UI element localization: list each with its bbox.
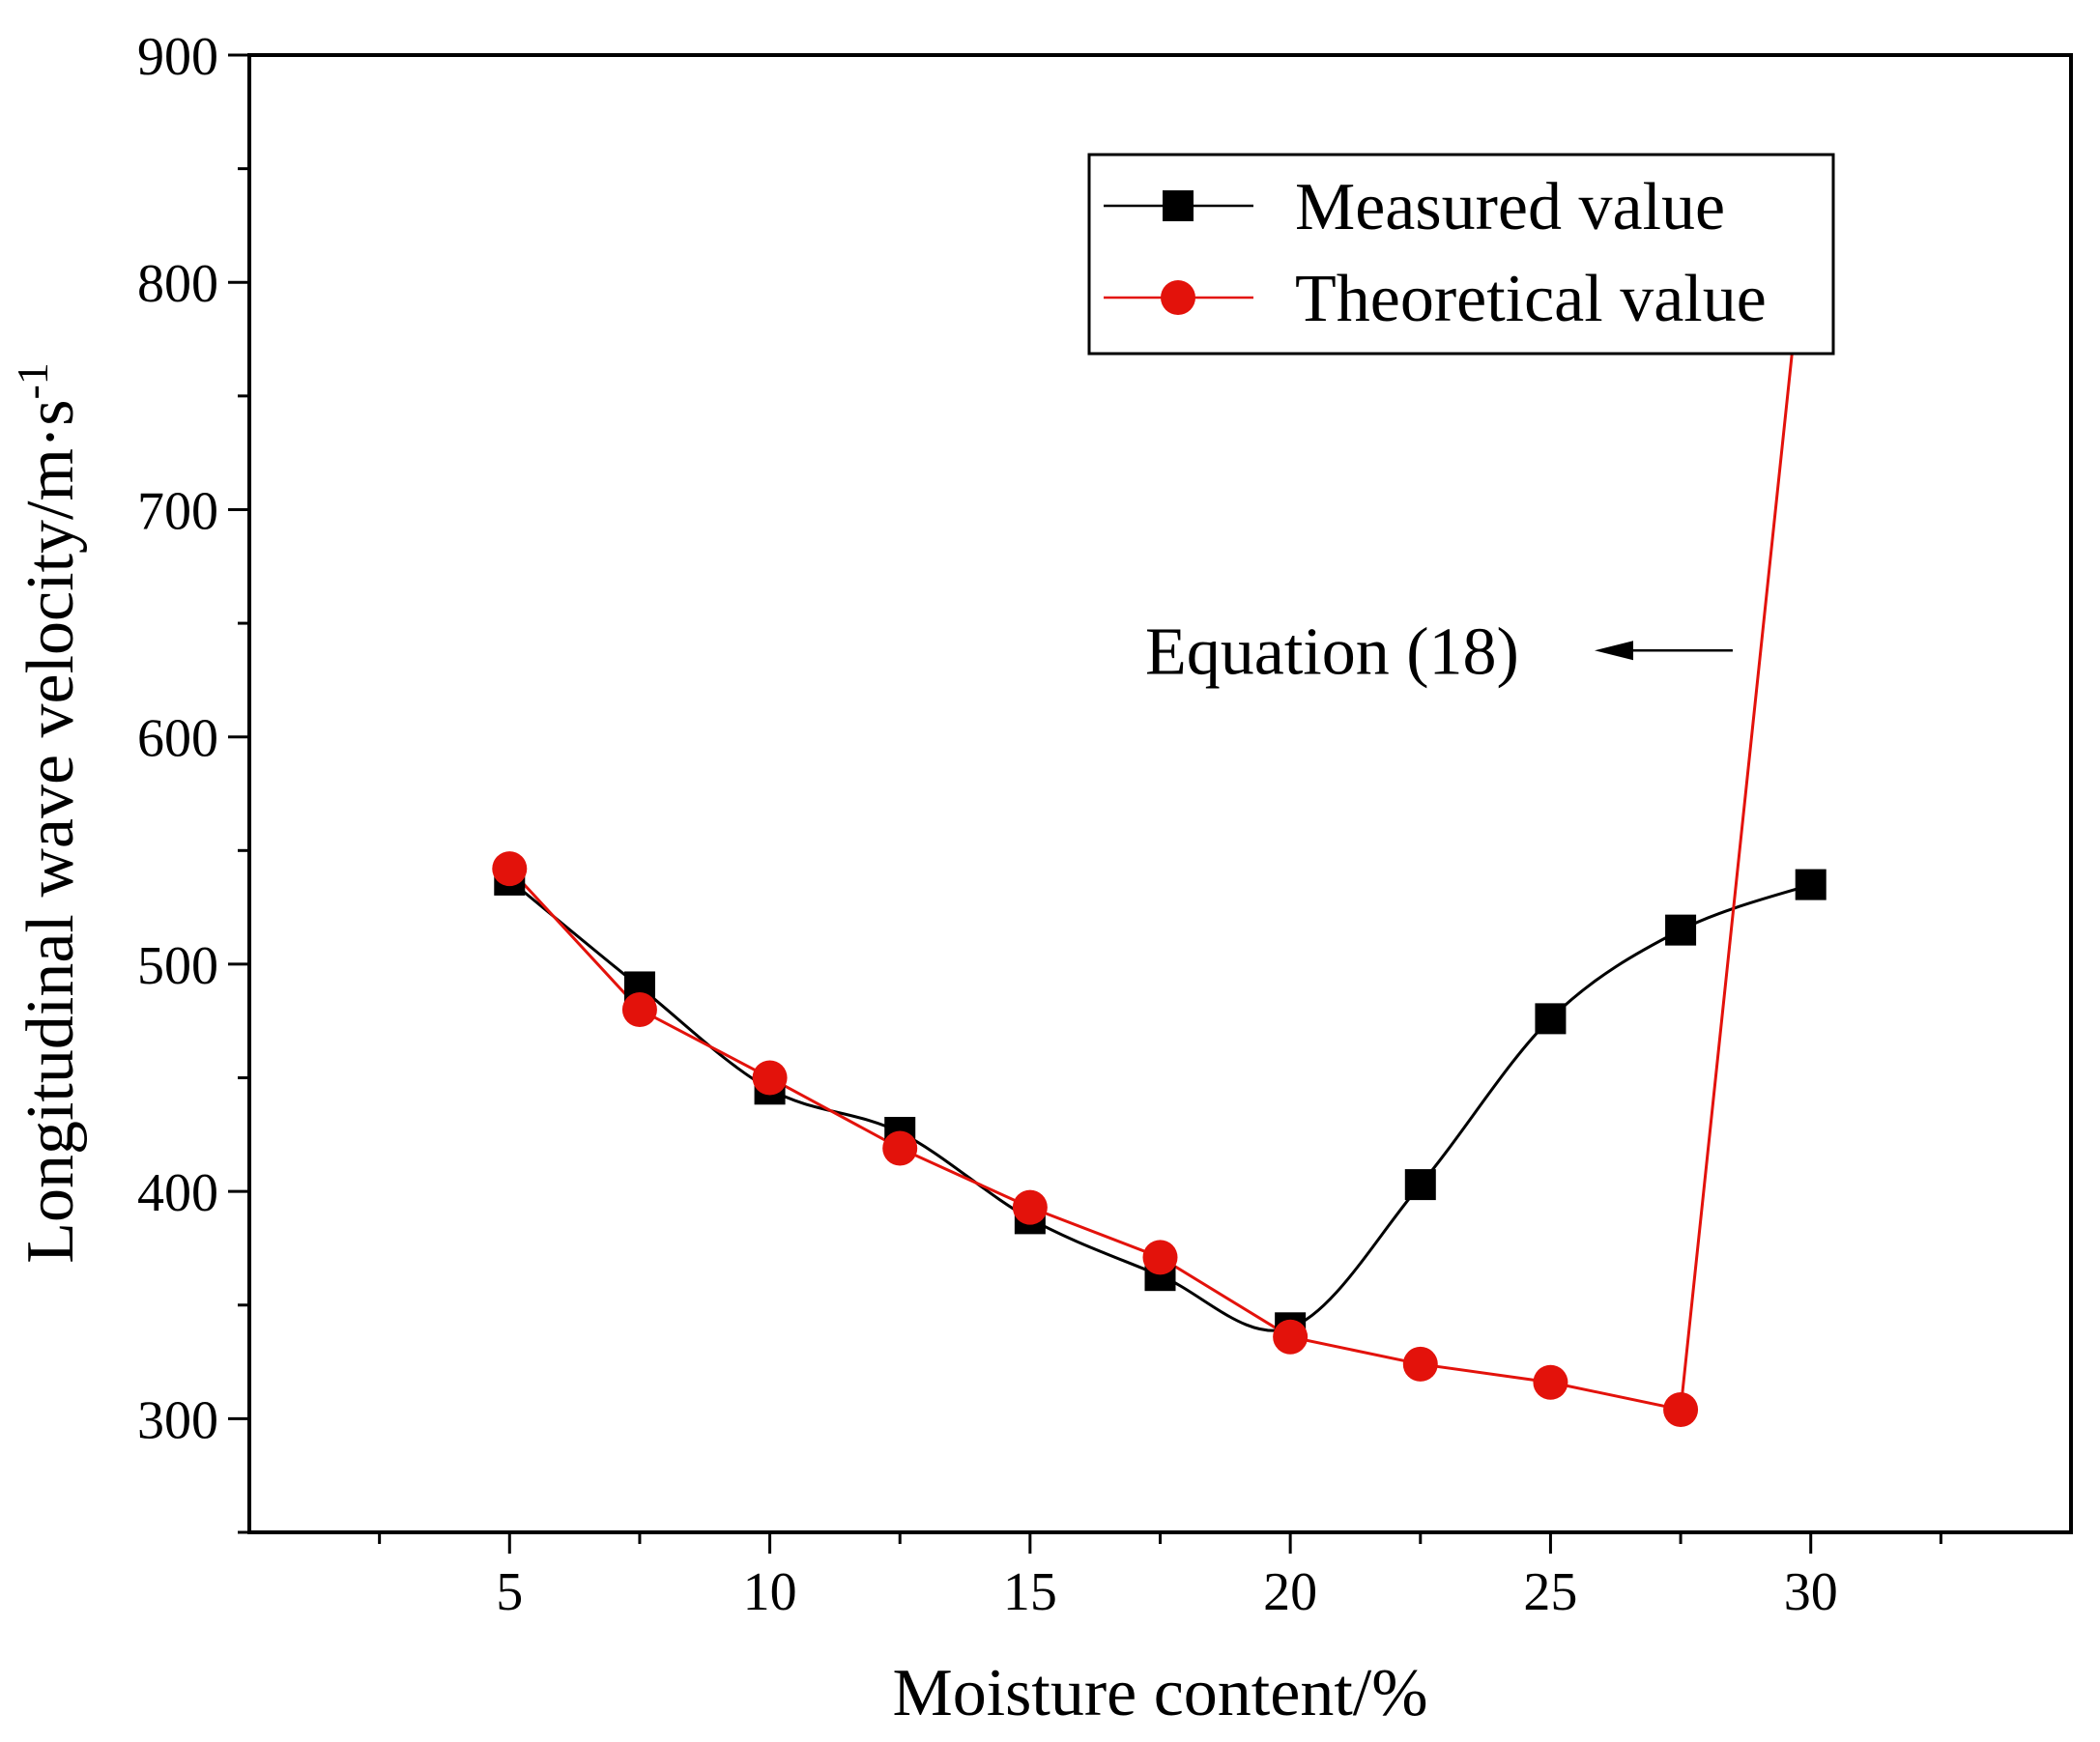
annotation-arrow-head xyxy=(1595,641,1633,661)
annotation-equation-label: Equation (18) xyxy=(1145,614,1519,689)
y-tick-label: 600 xyxy=(137,709,218,769)
y-axis-title-main: Longitudinal wave velocity/m·s xyxy=(14,400,88,1264)
data-point-measured xyxy=(1404,1169,1436,1201)
y-axis-title: Longitudinal wave velocity/m·s-1 xyxy=(8,362,88,1264)
data-point-theoretical xyxy=(621,991,657,1027)
y-tick-label: 300 xyxy=(137,1390,218,1450)
y-tick-label: 400 xyxy=(137,1163,218,1223)
y-tick-label: 800 xyxy=(137,254,218,314)
y-tick-label: 700 xyxy=(137,481,218,541)
data-point-theoretical xyxy=(1402,1346,1438,1382)
axes: 5 10 15 20 25 30 300 400 500 600 700 800 900 xyxy=(137,27,2073,1622)
legend-marker-circle xyxy=(1161,280,1195,315)
data-point-theoretical xyxy=(492,851,528,887)
data-point-measured xyxy=(1795,869,1827,900)
x-tick-label: 5 xyxy=(496,1562,523,1622)
legend: Measured value Theoretical value xyxy=(1087,153,1835,356)
legend-box xyxy=(1087,153,1835,356)
x-tick-label: 25 xyxy=(1523,1562,1577,1622)
y-axis-title-superscript: -1 xyxy=(8,362,57,399)
x-axis-title: Moisture content/% xyxy=(892,1656,1427,1730)
x-tick-label: 30 xyxy=(1784,1562,1838,1622)
legend-marker-square xyxy=(1163,190,1194,221)
data-point-theoretical xyxy=(1142,1240,1178,1275)
x-tick-label: 20 xyxy=(1263,1562,1317,1622)
data-point-measured xyxy=(1665,914,1697,946)
annotation: Equation (18) xyxy=(1145,614,1733,689)
data-point-measured xyxy=(1535,1003,1567,1035)
legend-label-theoretical: Theoretical value xyxy=(1295,262,1767,336)
data-point-theoretical xyxy=(1663,1391,1699,1427)
data-point-theoretical xyxy=(752,1060,788,1096)
data-point-theoretical xyxy=(1533,1364,1568,1400)
data-point-theoretical xyxy=(1012,1189,1048,1225)
y-tick-label: 500 xyxy=(137,936,218,996)
legend-label-measured: Measured value xyxy=(1295,170,1725,244)
x-tick-label: 10 xyxy=(743,1562,797,1622)
data-point-theoretical xyxy=(1273,1319,1309,1355)
x-tick-label: 15 xyxy=(1003,1562,1057,1622)
y-tick-label: 900 xyxy=(137,27,218,87)
data-point-theoretical xyxy=(882,1130,918,1166)
